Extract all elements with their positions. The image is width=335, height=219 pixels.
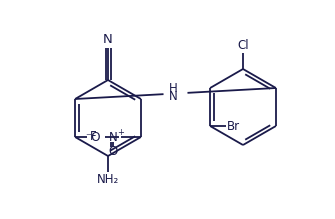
Text: NH₂: NH₂ xyxy=(97,173,119,186)
Text: N: N xyxy=(169,90,178,103)
Text: Cl: Cl xyxy=(237,39,249,52)
Text: F: F xyxy=(90,131,97,143)
Text: Br: Br xyxy=(227,120,240,132)
Text: H: H xyxy=(169,82,178,95)
Text: N: N xyxy=(109,131,117,143)
Text: O: O xyxy=(108,145,118,157)
Text: ⁻O: ⁻O xyxy=(85,131,100,143)
Text: N: N xyxy=(103,33,113,46)
Text: +: + xyxy=(117,127,124,136)
